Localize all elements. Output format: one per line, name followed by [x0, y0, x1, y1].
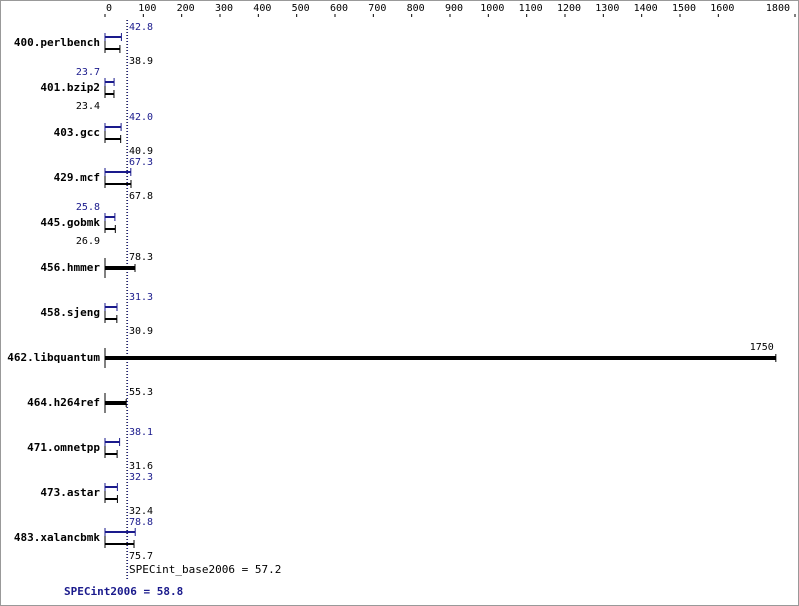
category-label: 458.sjeng	[40, 306, 100, 319]
value-label: 26.9	[76, 236, 100, 247]
x-tick-label: 600	[330, 3, 348, 14]
x-tick-label: 400	[253, 3, 271, 14]
value-label: 42.0	[129, 112, 153, 123]
x-tick-label: 200	[177, 3, 195, 14]
category-label: 471.omnetpp	[27, 441, 100, 454]
value-label: 23.7	[76, 67, 100, 78]
value-label: 32.4	[129, 506, 153, 517]
value-label: 32.3	[129, 472, 153, 483]
value-label: 67.8	[129, 191, 153, 202]
value-label: 40.9	[129, 146, 153, 157]
x-tick-label: 300	[215, 3, 233, 14]
category-label: 400.perlbench	[14, 36, 100, 49]
value-label: 38.1	[129, 427, 153, 438]
category-label: 473.astar	[40, 486, 100, 499]
value-label: 1750	[750, 342, 774, 353]
value-label: 31.6	[129, 461, 153, 472]
value-label: 75.7	[129, 551, 153, 562]
value-label: 67.3	[129, 157, 153, 168]
category-label: 483.xalancbmk	[14, 531, 100, 544]
x-tick-label: 1100	[519, 3, 543, 14]
category-label: 403.gcc	[54, 126, 100, 139]
category-label: 401.bzip2	[40, 81, 100, 94]
value-label: 78.3	[129, 252, 153, 263]
category-label: 456.hmmer	[40, 261, 100, 274]
value-label: 30.9	[129, 326, 153, 337]
x-tick-label: 100	[138, 3, 156, 14]
value-label: 23.4	[76, 101, 100, 112]
category-label: 464.h264ref	[27, 396, 100, 409]
x-tick-label: 500	[292, 3, 310, 14]
x-tick-label: 800	[407, 3, 425, 14]
value-label: 55.3	[129, 387, 153, 398]
value-label: 78.8	[129, 517, 153, 528]
category-label: 429.mcf	[54, 171, 100, 184]
x-tick-label: 0	[106, 3, 112, 14]
category-label: 445.gobmk	[40, 216, 100, 229]
x-tick-label: 1300	[595, 3, 619, 14]
x-tick-label: 1000	[480, 3, 504, 14]
x-tick-label: 900	[445, 3, 463, 14]
value-label: 31.3	[129, 292, 153, 303]
base-metric-label: SPECint_base2006 = 57.2	[129, 563, 281, 576]
x-tick-label: 1500	[672, 3, 696, 14]
value-label: 25.8	[76, 202, 100, 213]
value-label: 38.9	[129, 56, 153, 67]
x-tick-label: 1600	[710, 3, 734, 14]
x-tick-label: 1200	[557, 3, 581, 14]
value-label: 42.8	[129, 22, 153, 33]
peak-metric-label: SPECint2006 = 58.8	[64, 585, 183, 598]
category-label: 462.libquantum	[7, 351, 100, 364]
x-tick-label: 1800	[766, 3, 790, 14]
x-tick-label: 1400	[634, 3, 658, 14]
x-tick-label: 700	[368, 3, 386, 14]
